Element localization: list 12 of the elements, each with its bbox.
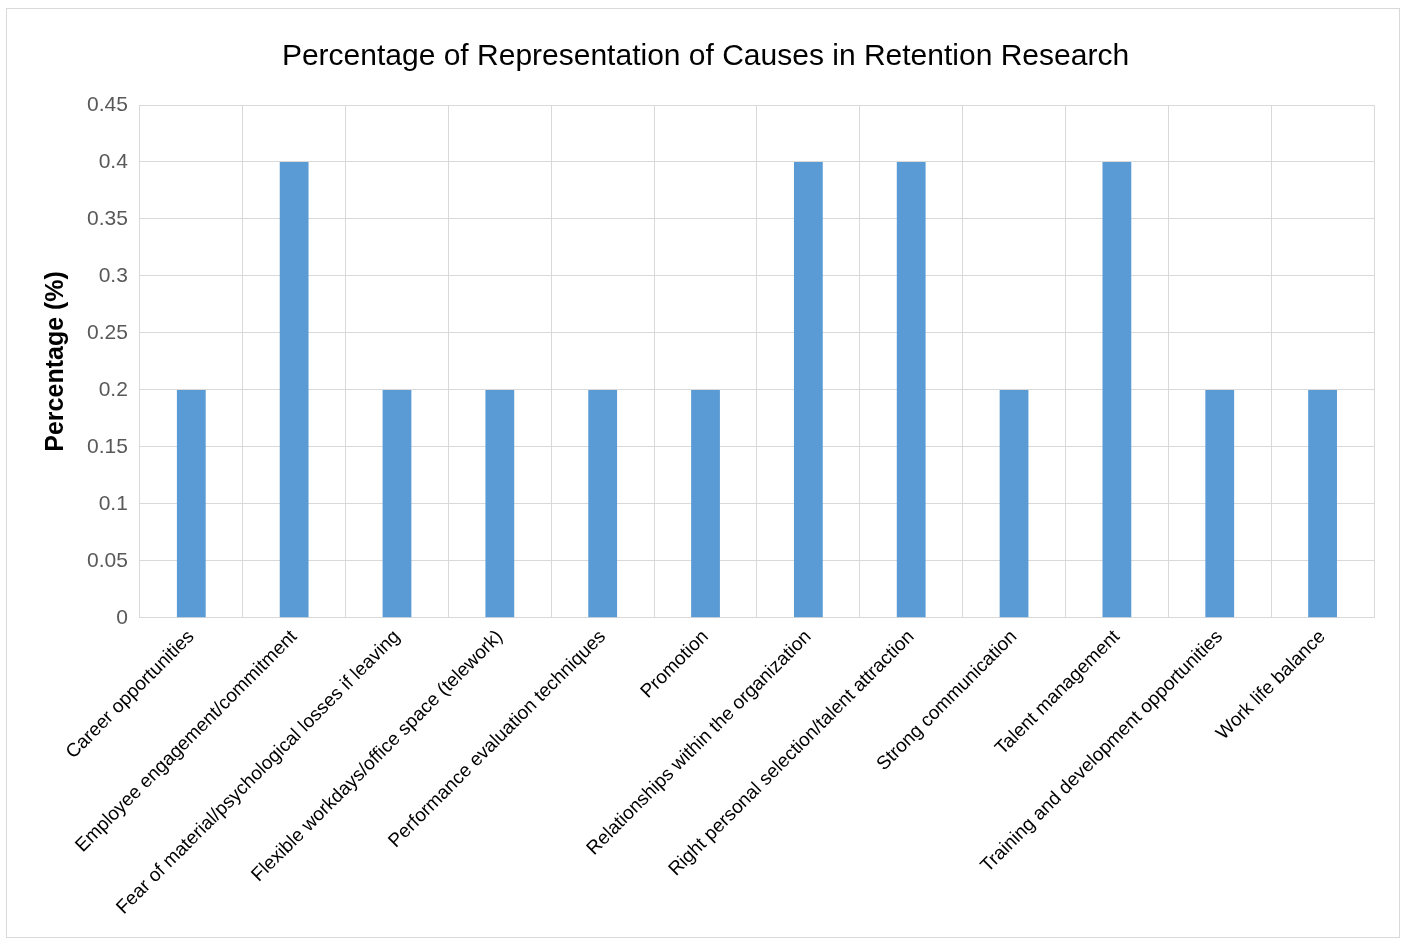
y-tick-label: 0.4 (98, 148, 129, 172)
y-tick-label: 0.15 (87, 433, 128, 457)
y-tick-label: 0.2 (98, 376, 128, 400)
chart-title: Percentage of Representation of Causes in Retention Research (281, 38, 1130, 72)
y-tick-label: 0.25 (87, 319, 128, 343)
y-tick-label: 0.45 (87, 91, 128, 115)
y-tick-label: 0.1 (98, 490, 128, 514)
y-tick-label: 0.05 (87, 547, 128, 571)
y-tick-label: 0.35 (87, 205, 128, 229)
y-tick-label: 0.3 (98, 262, 128, 286)
y-tick-label: 0 (116, 604, 128, 628)
y-axis-title: Percentage (%) (39, 271, 68, 452)
